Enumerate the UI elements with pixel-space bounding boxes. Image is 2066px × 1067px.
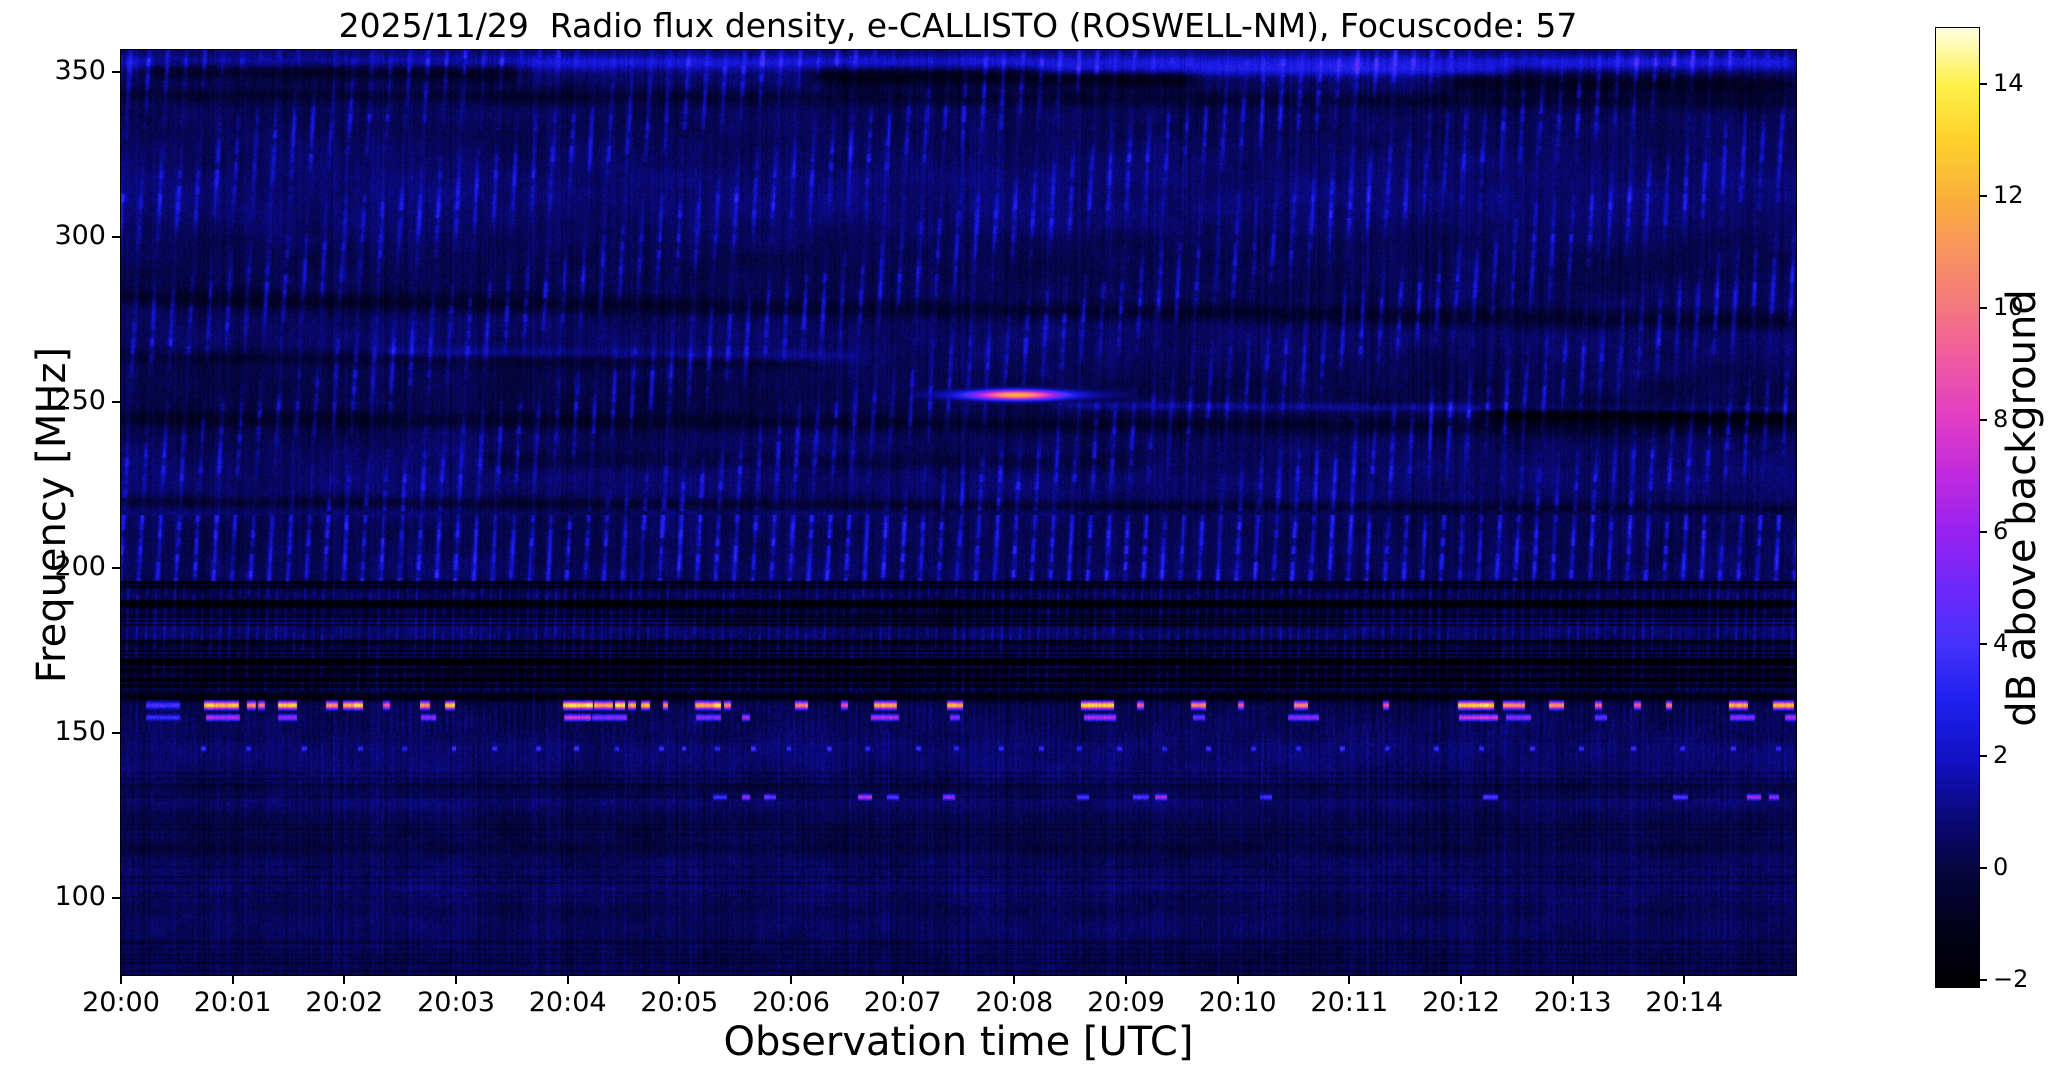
x-tick-mark bbox=[1125, 975, 1127, 984]
x-tick-mark bbox=[1571, 975, 1574, 984]
y-tick-mark bbox=[112, 70, 121, 73]
x-tick-mark bbox=[120, 975, 122, 984]
colorbar-tick-mark bbox=[1979, 979, 1987, 982]
x-tick-mark bbox=[678, 975, 681, 984]
colorbar bbox=[1935, 27, 1980, 988]
x-tick-mark bbox=[1013, 975, 1016, 984]
x-tick-mark bbox=[1683, 975, 1686, 984]
x-tick-label: 20:00 bbox=[82, 987, 160, 1018]
colorbar-tick-label: 2 bbox=[1993, 741, 2009, 770]
x-tick-label: 20:03 bbox=[417, 987, 495, 1018]
colorbar-tick-mark bbox=[1979, 307, 1987, 310]
x-tick-mark bbox=[1236, 975, 1239, 984]
y-tick-mark bbox=[112, 401, 121, 404]
y-tick-label: 100 bbox=[54, 880, 106, 912]
x-tick-mark bbox=[901, 975, 904, 984]
x-axis-label: Observation time [UTC] bbox=[723, 1019, 1194, 1065]
y-tick-mark bbox=[112, 236, 121, 239]
x-tick-mark bbox=[343, 975, 346, 984]
x-tick-label: 20:11 bbox=[1310, 987, 1389, 1018]
colorbar-tick-label: 12 bbox=[1993, 181, 2024, 210]
colorbar-tick-mark bbox=[1979, 755, 1987, 758]
y-tick-mark bbox=[112, 896, 121, 899]
x-tick-label: 20:08 bbox=[975, 987, 1054, 1018]
y-axis-label: Frequency [MHz] bbox=[29, 346, 75, 684]
x-tick-label: 20:13 bbox=[1533, 987, 1612, 1018]
x-tick-label: 20:06 bbox=[752, 987, 830, 1018]
colorbar-tick-mark bbox=[1979, 531, 1987, 534]
x-tick-label: 20:12 bbox=[1422, 987, 1500, 1018]
colorbar-tick-mark bbox=[1979, 643, 1987, 646]
colorbar-tick-mark bbox=[1979, 419, 1987, 422]
x-tick-label: 20:01 bbox=[193, 987, 272, 1018]
x-tick-label: 20:05 bbox=[640, 987, 719, 1018]
x-tick-label: 20:14 bbox=[1645, 987, 1724, 1018]
x-tick-mark bbox=[231, 975, 234, 984]
y-tick-mark bbox=[112, 566, 121, 569]
x-tick-label: 20:10 bbox=[1198, 987, 1277, 1018]
x-tick-mark bbox=[790, 975, 792, 984]
x-tick-mark bbox=[455, 975, 457, 984]
colorbar-tick-mark bbox=[1979, 195, 1987, 198]
x-tick-mark bbox=[1460, 975, 1462, 984]
colorbar-tick-label: 14 bbox=[1993, 69, 2024, 98]
y-tick-label: 300 bbox=[54, 220, 106, 252]
colorbar-label: dB above background bbox=[1999, 289, 2045, 727]
colorbar-tick-label: −2 bbox=[1993, 965, 2029, 994]
x-tick-label: 20:02 bbox=[305, 987, 384, 1018]
x-tick-label: 20:07 bbox=[863, 987, 942, 1018]
spectrogram-image bbox=[120, 49, 1797, 976]
x-tick-label: 20:04 bbox=[528, 987, 607, 1018]
y-tick-label: 350 bbox=[54, 54, 106, 86]
x-tick-mark bbox=[566, 975, 569, 984]
x-tick-mark bbox=[1348, 975, 1351, 984]
y-tick-mark bbox=[112, 731, 121, 734]
chart-title: 2025/11/29 Radio flux density, e-CALLIST… bbox=[338, 6, 1578, 45]
colorbar-tick-mark bbox=[1979, 83, 1987, 86]
colorbar-tick-mark bbox=[1979, 867, 1987, 870]
x-tick-label: 20:09 bbox=[1087, 987, 1165, 1018]
colorbar-tick-label: 0 bbox=[1993, 853, 2009, 882]
